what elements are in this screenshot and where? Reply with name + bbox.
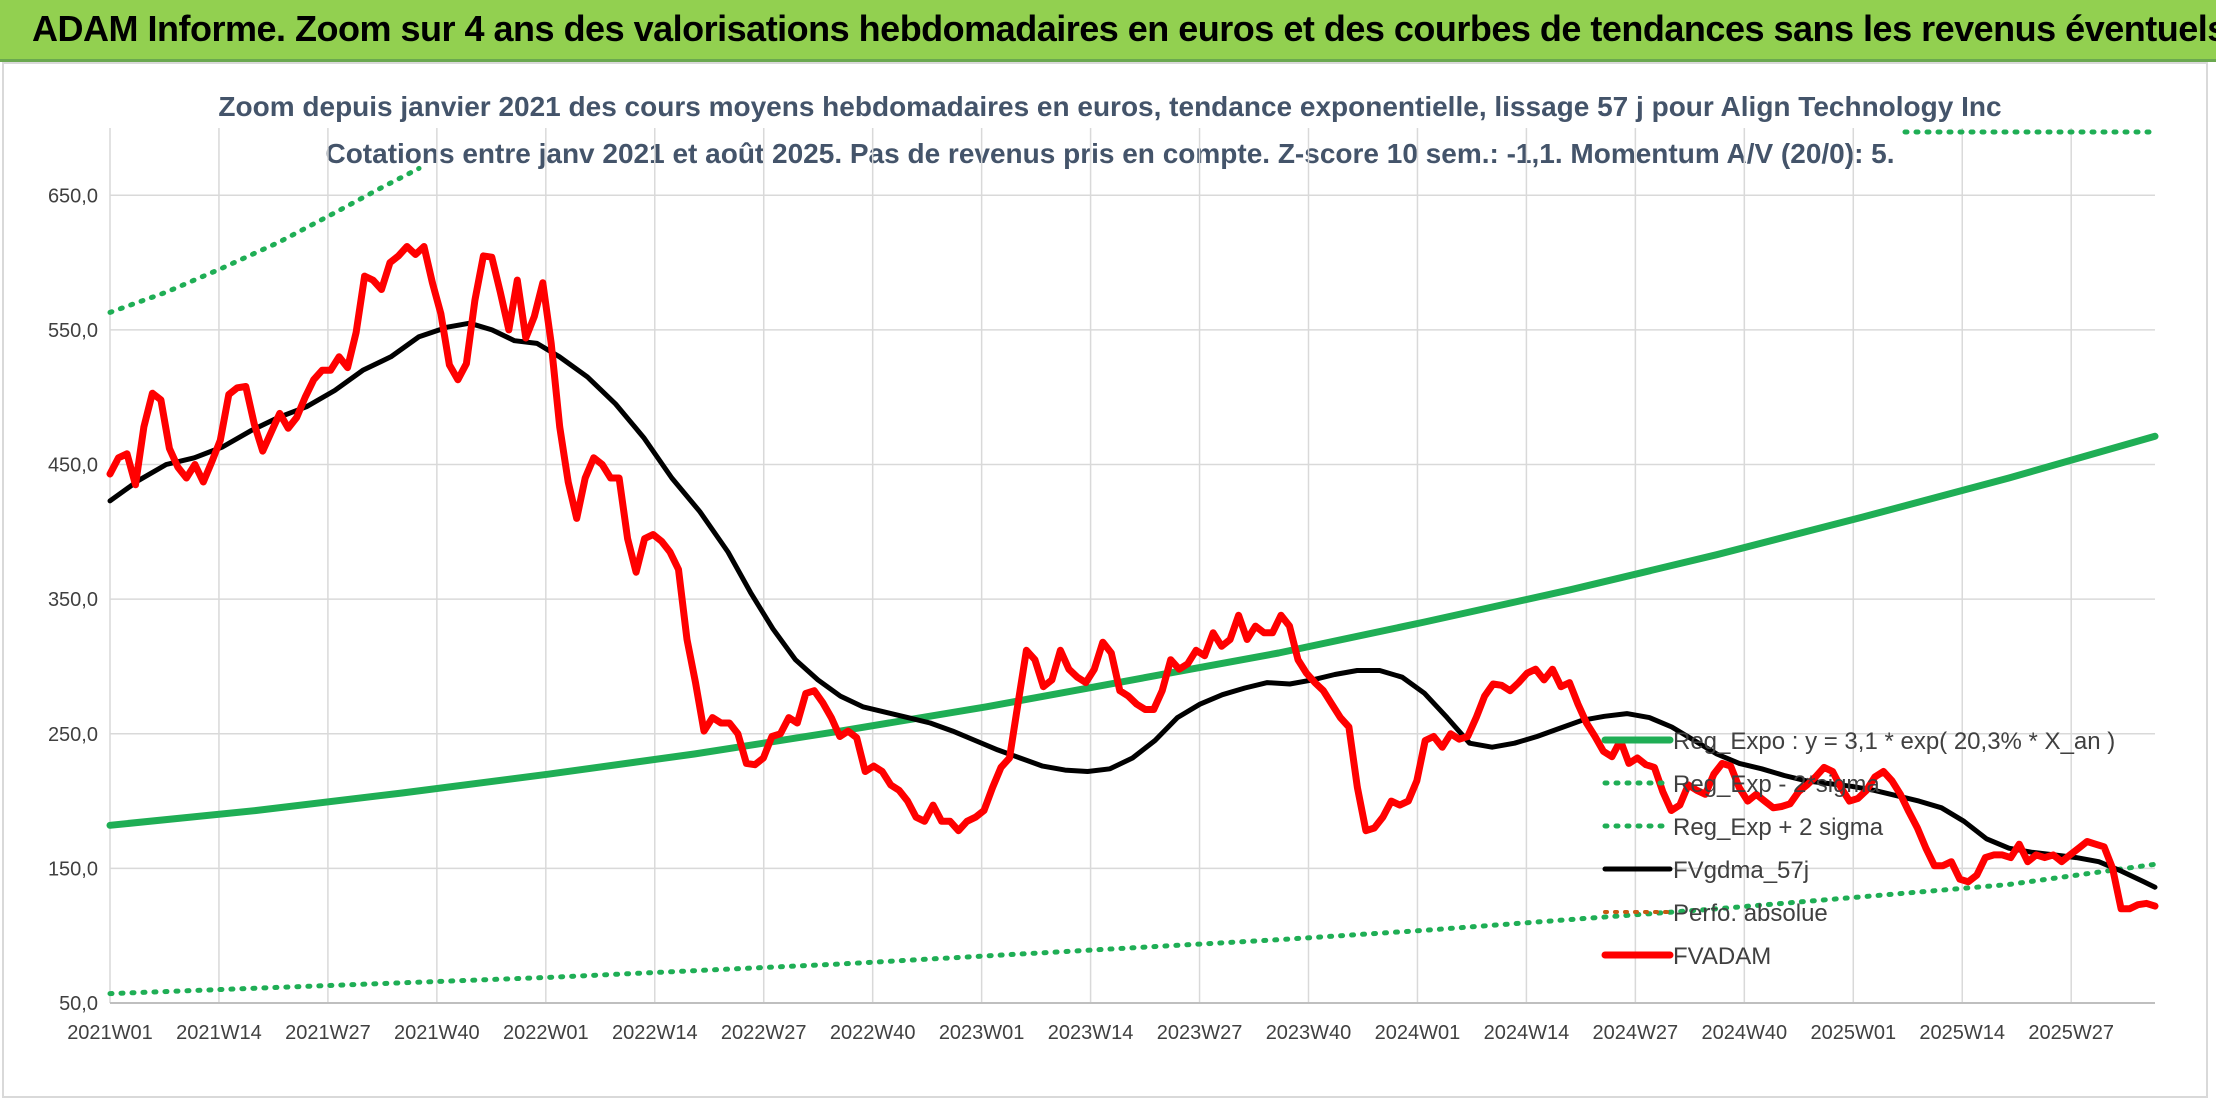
legend: Reg_Expo : y = 3,1 * exp( 20,3% * X_an )… <box>1601 728 2115 970</box>
x-tick-label: 2021W01 <box>67 1022 153 1044</box>
chart-subtitle: Cotations entre janv 2021 et août 2025. … <box>325 138 1894 169</box>
legend-label: FVADAM <box>1673 943 1771 970</box>
x-tick-label: 2024W14 <box>1484 1022 1570 1044</box>
x-tick-label: 2022W40 <box>830 1022 916 1044</box>
y-tick-label: 550,0 <box>48 320 98 342</box>
report-header: ADAM Informe. Zoom sur 4 ans des valoris… <box>0 0 2216 62</box>
x-tick-label: 2023W01 <box>939 1022 1025 1044</box>
x-tick-label: 2022W14 <box>612 1022 698 1044</box>
report-title: ADAM Informe. Zoom sur 4 ans des valoris… <box>32 8 2216 49</box>
legend-label: Reg_Exp + 2 sigma <box>1673 814 1884 841</box>
x-tick-label: 2023W40 <box>1266 1022 1352 1044</box>
series-line-5 <box>106 243 2159 913</box>
legend-label: Reg_Expo : y = 3,1 * exp( 20,3% * X_an ) <box>1673 728 2115 755</box>
y-tick-label: 50,0 <box>59 993 98 1015</box>
series-line-2 <box>107 165 422 315</box>
series-lines <box>106 129 2159 997</box>
x-tick-label: 2022W01 <box>503 1022 589 1044</box>
series-line-0 <box>106 432 2159 829</box>
x-tick-label: 2023W27 <box>1157 1022 1243 1044</box>
legend-label: Reg_Exp - 2*sigma <box>1673 771 1880 798</box>
axes: 50,0 150,0 250,0 350,0 450,0 550,0 650,0 2021W0… <box>48 185 2155 1044</box>
y-tick-label: 150,0 <box>48 858 98 880</box>
x-tick-label: 2021W14 <box>176 1022 262 1044</box>
chart-title: Zoom depuis janvier 2021 des cours moyen… <box>218 91 2001 122</box>
legend-label: FVgdma_57j <box>1673 857 1809 884</box>
x-tick-label: 2021W40 <box>394 1022 480 1044</box>
chart-frame <box>2 62 2208 1098</box>
legend-label: Perfo. absolue <box>1673 900 1828 927</box>
x-tick-label: 2023W14 <box>1048 1022 1134 1044</box>
x-tick-label: 2025W27 <box>2028 1022 2114 1044</box>
series-line-1 <box>107 861 2158 997</box>
x-tick-label: 2024W40 <box>1702 1022 1788 1044</box>
gridlines <box>109 128 2155 1004</box>
x-tick-label: 2021W27 <box>285 1022 371 1044</box>
y-tick-label: 250,0 <box>48 724 98 746</box>
y-tick-label: 450,0 <box>48 455 98 477</box>
x-tick-label: 2022W27 <box>721 1022 807 1044</box>
x-tick-label: 2024W27 <box>1593 1022 1679 1044</box>
y-tick-label: 350,0 <box>48 589 98 611</box>
x-tick-label: 2025W01 <box>1810 1022 1896 1044</box>
y-tick-label: 650,0 <box>48 185 98 207</box>
x-tick-label: 2024W01 <box>1375 1022 1461 1044</box>
x-tick-label: 2025W14 <box>1919 1022 2005 1044</box>
